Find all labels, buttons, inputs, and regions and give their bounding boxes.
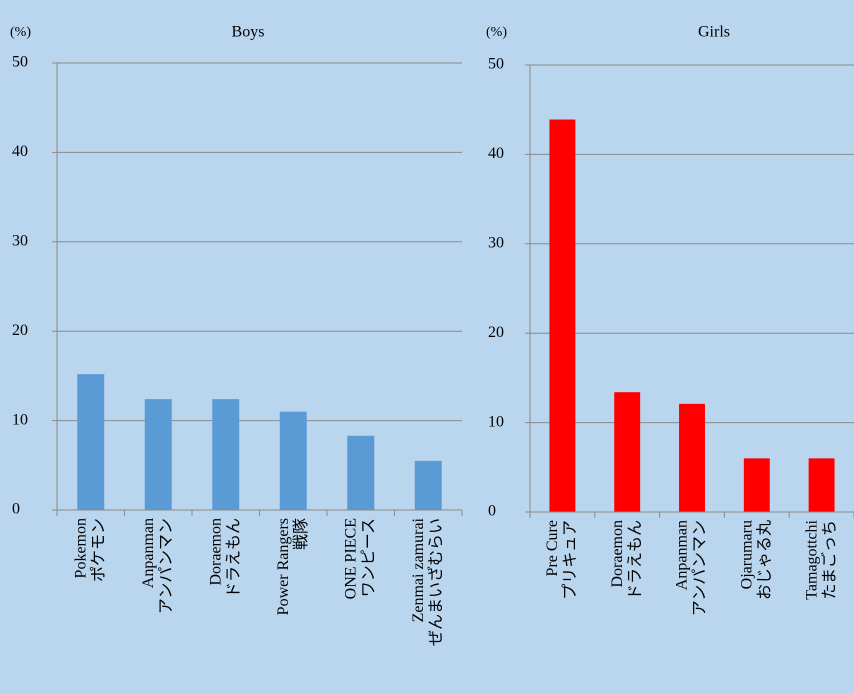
bar	[212, 399, 240, 510]
bar	[679, 403, 705, 512]
bar	[279, 411, 307, 510]
y-tick-label: 20	[12, 322, 28, 339]
y-tick-label: 50	[12, 54, 28, 71]
bar	[347, 435, 375, 510]
y-tick-label: 40	[488, 145, 504, 162]
y-axis-label: (%)	[10, 25, 31, 40]
bar	[144, 399, 172, 510]
y-tick-label: 40	[12, 143, 28, 160]
y-tick-label: 30	[12, 232, 28, 249]
bar	[549, 119, 576, 512]
bar	[614, 392, 641, 512]
x-tick-label: Anpanman	[674, 520, 691, 590]
x-tick-label: ドラえもん	[224, 518, 242, 598]
y-tick-label: 10	[488, 413, 504, 430]
y-tick-label: 20	[488, 324, 504, 341]
x-tick-label: ポケモン	[89, 518, 107, 582]
x-tick-label: 戦隊	[292, 518, 310, 550]
bar	[808, 458, 835, 512]
x-tick-label: Doraemon	[207, 518, 224, 586]
x-tick-label: ONE PIECE	[342, 518, 359, 599]
x-tick-label: Ojarumaru	[738, 520, 755, 589]
x-tick-label: ワンピース	[360, 518, 377, 597]
y-axis-label: (%)	[486, 25, 507, 40]
x-tick-label: たまごっち	[820, 520, 838, 600]
x-tick-label: Pre Cure	[544, 520, 561, 576]
x-tick-label: ぜんまいざむらい	[426, 518, 445, 646]
x-tick-label: ドラえもん	[626, 520, 644, 600]
y-tick-label: 0	[12, 501, 20, 518]
bar	[743, 458, 770, 512]
x-tick-label: おじゃる丸	[755, 520, 773, 600]
x-tick-label: Pokemon	[72, 518, 89, 578]
x-tick-label: アンパンマン	[158, 518, 175, 614]
chart-title: Boys	[232, 24, 265, 41]
chart-title: Girls	[698, 24, 730, 41]
y-tick-label: 0	[488, 503, 496, 520]
x-tick-label: Zenmai zamurai	[410, 517, 427, 622]
y-tick-label: 30	[488, 234, 504, 251]
bar	[414, 460, 442, 510]
y-tick-label: 50	[488, 56, 504, 73]
x-tick-label: Anpanman	[140, 518, 157, 588]
bar	[77, 374, 105, 510]
x-tick-label: プリキュア	[561, 520, 579, 600]
y-tick-label: 10	[12, 411, 28, 428]
x-tick-label: アンパンマン	[692, 520, 709, 616]
x-tick-label: Tamagottchi	[803, 519, 820, 599]
x-tick-label: Power Rangers	[275, 518, 292, 615]
x-tick-label: Doraemon	[609, 520, 626, 588]
